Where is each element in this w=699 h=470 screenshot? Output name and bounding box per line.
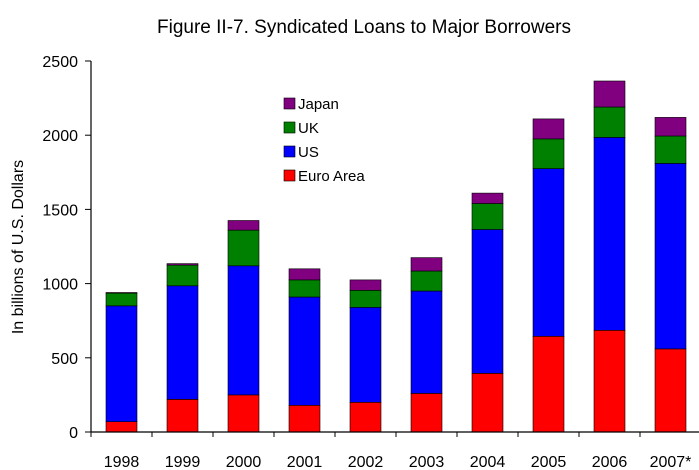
bar-japan-2003 [410,257,443,272]
y-tick-label: 1500 [42,202,78,219]
x-tick-label: 2003 [409,454,445,470]
chart-title: Figure II-7. Syndicated Loans to Major B… [157,17,571,38]
bar-us-2002 [349,306,382,403]
bar-japan-2002 [349,279,382,291]
x-tick-label: 2005 [531,454,567,470]
bar-euro-area-2005 [532,335,565,433]
bar-japan-1999 [166,263,199,266]
bar-japan-2007 [654,117,687,137]
bar-us-2001 [288,296,321,406]
x-tick-label: 2001 [287,454,323,470]
bar-uk-2000 [227,229,260,267]
legend-label-japan: Japan [298,96,339,113]
plot-area: 1998 1999 2000 2001 2002 2003 2004 2005 2006 2007… [42,54,699,470]
bar-us-2003 [410,290,443,394]
bar-uk-2007 [654,135,687,164]
bar-euro-area-2002 [349,401,382,433]
legend-swatch-uk [283,121,296,134]
bar-uk-1999 [166,264,199,287]
bar-japan-1998 [105,292,138,294]
bar-uk-2004 [471,203,504,230]
x-tick-label: 1998 [104,454,140,470]
x-tick-label: 2002 [348,454,384,470]
bar-us-2005 [532,168,565,337]
bar-uk-2002 [349,289,382,308]
bar-japan-2004 [471,192,504,204]
bar-uk-2005 [532,138,565,169]
legend-label-euro-area: Euro Area [298,168,365,185]
x-tick-label: 2004 [470,454,506,470]
legend-swatch-us [283,145,296,158]
bar-euro-area-2006 [593,329,626,433]
x-tick-label: 1999 [165,454,201,470]
x-tick-label: 2000 [226,454,262,470]
bar-euro-area-1999 [166,399,199,433]
x-tick-label: 2006 [592,454,628,470]
legend-label-uk: UK [298,120,319,137]
bar-us-1998 [105,305,138,422]
bar-euro-area-2001 [288,404,321,433]
bar-us-2006 [593,137,626,331]
bar-japan-2005 [532,118,565,140]
bar-japan-2000 [227,220,260,231]
bar-us-1999 [166,285,199,400]
bar-uk-2001 [288,279,321,298]
x-tick-label: 2007* [650,454,692,470]
legend-label-us: US [298,144,319,161]
y-axis-label: In billions of U.S. Dollars [10,160,27,334]
bar-us-2007 [654,163,687,350]
y-tick-label: 2000 [42,128,78,145]
legend: Japan UK US Euro Area [283,96,365,185]
legend-swatch-euro-area [283,169,296,182]
bar-euro-area-2003 [410,393,443,433]
y-tick-label: 1000 [42,277,78,294]
y-tick-label: 2500 [42,54,78,71]
bar-japan-2006 [593,80,626,108]
bar-us-2000 [227,265,260,396]
legend-swatch-japan [283,97,296,110]
bar-euro-area-2007 [654,348,687,433]
bar-us-2004 [471,229,504,374]
bar-euro-area-2004 [471,373,504,433]
bar-euro-area-1998 [105,421,138,433]
bar-japan-2001 [288,268,321,281]
y-tick-label: 0 [69,425,78,442]
bar-uk-2003 [410,270,443,292]
y-tick-label: 500 [51,351,78,368]
bar-euro-area-2000 [227,394,260,433]
bar-uk-2006 [593,106,626,138]
bar-uk-1998 [105,292,138,307]
